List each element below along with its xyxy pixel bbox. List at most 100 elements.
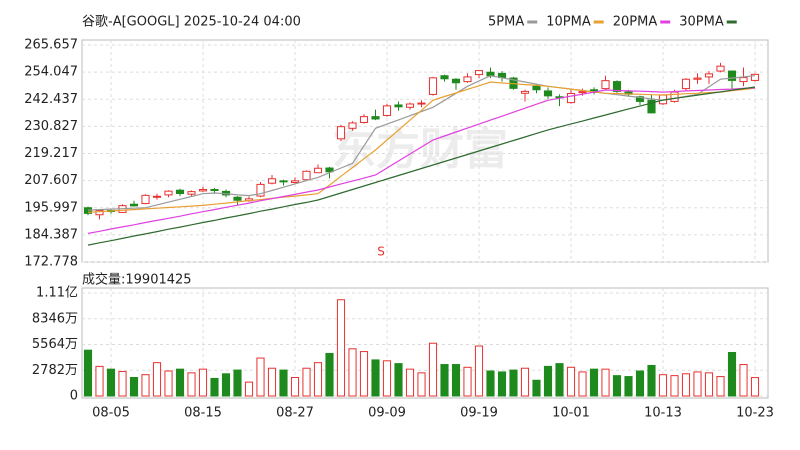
volume-bar (95, 365, 104, 397)
candle-body (279, 180, 288, 183)
y-tick-label: 242.437 (24, 92, 78, 107)
volume-bar (451, 364, 461, 397)
volume-bar (716, 376, 725, 397)
volume-bar (279, 369, 288, 397)
volume-bar (118, 370, 127, 397)
volume-bar (463, 366, 472, 397)
y-tick-label: 207.607 (24, 173, 78, 188)
candle-body (141, 194, 150, 205)
volume-bar (509, 369, 518, 397)
volume-bar (532, 379, 541, 397)
volume-bar (520, 367, 530, 397)
volume-bar (371, 359, 380, 397)
candle-body (405, 103, 415, 108)
volume-bar (727, 351, 737, 397)
x-tick-label: 08-15 (184, 406, 222, 421)
volume-bar (325, 352, 334, 397)
volume-bar (543, 365, 553, 397)
volume-bar (164, 370, 173, 397)
ma-line (87, 81, 756, 213)
volume-bar (681, 373, 691, 397)
candle-body (382, 105, 392, 116)
candle-body (302, 170, 311, 181)
volume-bar (704, 372, 714, 397)
volume-bar (589, 368, 599, 397)
volume-bar (129, 376, 139, 397)
volume-bar (290, 376, 300, 397)
volume-bar (566, 366, 576, 397)
volume-bar (405, 368, 415, 397)
y-tick-label: 195.997 (24, 200, 78, 215)
ma-line (87, 86, 756, 246)
volume-tick-label: 5564万 (32, 337, 78, 352)
candle-body (635, 96, 645, 102)
volume-bar (635, 370, 645, 397)
x-tick-label: 10-01 (552, 406, 590, 421)
volume-tick-label: 2782万 (32, 363, 78, 378)
candle-body (693, 77, 702, 80)
volume-bar (486, 370, 495, 397)
event-marker: S (377, 245, 385, 259)
volume-bar (624, 376, 633, 397)
volume-bar (497, 371, 507, 397)
volume-bar (394, 363, 403, 397)
candle-body (325, 167, 334, 173)
volume-bar (693, 371, 702, 397)
volume-bar (256, 357, 265, 397)
x-tick-label: 10-13 (644, 406, 682, 421)
volume-bar (382, 360, 392, 397)
x-tick-label: 09-09 (368, 406, 406, 421)
volume-bar (658, 374, 668, 397)
volume-title: 成交量:19901425 (82, 272, 192, 288)
volume-bar (106, 368, 116, 397)
candle-body (428, 77, 438, 95)
x-tick-label: 08-27 (276, 406, 314, 421)
volume-bar (739, 364, 748, 397)
volume-bar (601, 368, 610, 397)
volume-bar (210, 377, 219, 397)
candle-body (716, 65, 725, 72)
volume-bar (302, 367, 311, 397)
volume-bar (428, 342, 438, 397)
candle-body (612, 81, 622, 92)
ma-line (87, 75, 756, 211)
volume-bar (233, 369, 242, 397)
volume-bar (359, 351, 369, 397)
y-tick-label: 254.047 (24, 65, 78, 80)
x-tick-label: 10-23 (736, 406, 774, 421)
candle-body (336, 126, 346, 140)
y-tick-label: 172.778 (24, 255, 78, 270)
ma-line (87, 87, 756, 234)
volume-bar (244, 381, 254, 397)
volume-bar (221, 373, 231, 397)
volume-bar (313, 362, 323, 397)
candle-body (187, 191, 196, 195)
volume-bar (750, 377, 760, 397)
volume-bar (336, 299, 346, 397)
candle-body (601, 80, 610, 90)
candle-body (727, 70, 737, 81)
candle-body (371, 116, 380, 120)
candle-body (670, 91, 679, 102)
candle-body (210, 189, 219, 192)
candle-body (578, 91, 587, 94)
volume-bar (474, 345, 484, 397)
candle-body (463, 76, 472, 83)
y-tick-label: 265.657 (24, 38, 78, 53)
candle-body (440, 75, 449, 80)
volume-bar (417, 372, 426, 397)
legend-label: 10PMA (546, 15, 591, 30)
volume-bar (348, 348, 357, 397)
candle-body (750, 73, 760, 81)
x-tick-label: 09-19 (460, 406, 498, 421)
volume-bar (198, 368, 208, 397)
legend-label: 20PMA (613, 15, 658, 30)
candle-body (233, 196, 242, 201)
volume-bar (152, 362, 162, 397)
candle-body (566, 92, 576, 104)
candle-body (394, 104, 403, 108)
volume-bar (670, 375, 679, 397)
volume-bar (141, 374, 150, 397)
volume-bar (440, 364, 449, 397)
